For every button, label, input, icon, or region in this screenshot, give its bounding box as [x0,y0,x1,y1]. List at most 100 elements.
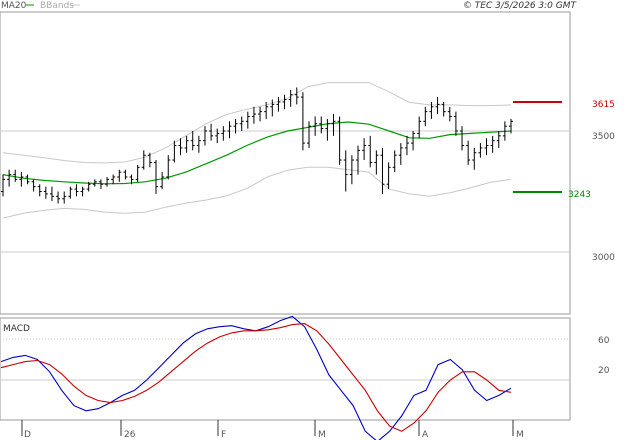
bband-lower-line [2,166,512,219]
price-bars-layer [1,87,513,204]
ohlc-bar [111,174,116,185]
ohlc-bar [276,97,281,112]
ohlc-bar [239,116,244,131]
ohlc-bar [166,155,171,180]
ohlc-bar [288,89,293,107]
bband-upper-line [2,82,512,164]
ohlc-bar [184,135,189,153]
ohlc-bar [49,186,54,202]
ohlc-bar [478,143,483,158]
ohlc-bar [202,126,207,146]
ohlc-bar [154,160,159,194]
x-tick-label: F [221,430,226,440]
x-tick-label: M [318,430,326,440]
ohlc-bar [92,179,97,187]
ohlc-bar [141,150,146,170]
support-label: 3243 [568,190,591,200]
ohlc-bar [417,116,422,139]
ohlc-bar [404,135,409,156]
ohlc-bar [221,126,226,141]
x-axis: D 26 F M A M [21,420,524,440]
x-tick-label: A [422,430,429,440]
ohlc-bar [56,191,61,204]
ohlc-bar [411,131,416,151]
ohlc-bar [37,184,42,197]
ohlc-bar [331,114,336,136]
ohlc-bar [215,128,220,144]
ohlc-bar [135,164,140,182]
ohlc-bar [466,140,471,165]
ohlc-bar [496,131,501,148]
ohlc-bar [258,106,263,122]
ohlc-bar [386,162,391,190]
ohlc-bar [7,169,12,187]
ohlc-bar [423,106,428,127]
ohlc-bar [398,143,403,165]
macd-tick-20: 20 [598,366,610,376]
ohlc-bar [349,155,354,185]
ohlc-bar [68,186,73,199]
ohlc-bar [31,179,36,192]
ohlc-bar [160,172,165,190]
ma20-line [2,121,512,185]
bbands-layer [2,82,512,219]
ohlc-bar [319,116,324,134]
ohlc-bar [25,174,30,185]
ohlc-bar [86,181,91,192]
ohlc-bar [251,106,256,124]
macd-title: MACD [3,324,30,334]
ohlc-bar [62,191,67,204]
copyright-text: © TEC 3/5/2026 3:0 GMT [463,1,578,11]
ohlc-bar [441,101,446,117]
signal-line [0,323,512,432]
ohlc-bar [337,116,342,165]
ohlc-bar [509,118,513,134]
x-tick-label: D [24,430,31,440]
ohlc-bar [368,135,373,168]
ohlc-bar [196,135,201,153]
ohlc-bar [294,87,299,105]
ohlc-bar [380,147,385,194]
ohlc-bar [429,101,434,119]
bbands-legend-label: BBands [40,1,74,11]
ohlc-bar [190,131,195,151]
y-tick-3500: 3500 [592,132,615,142]
ohlc-bar [270,99,275,117]
ohlc-bar [392,150,397,173]
ohlc-bar [178,138,183,156]
resistance-label: 3615 [592,100,615,110]
x-tick-label: 26 [124,430,136,440]
ohlc-bar [435,97,440,115]
ohlc-bar [233,118,238,134]
ohlc-bar [300,92,305,151]
ohlc-bar [362,138,367,161]
ohlc-bar [227,121,232,139]
ohlc-bar [484,138,489,156]
ma20-legend-label: MA20 [1,1,27,11]
ohlc-bar [472,147,477,170]
ohlc-bar [453,111,458,136]
ohlc-bar [13,169,18,182]
ohlc-bar [117,169,122,182]
ohlc-bar [80,186,85,197]
ohlc-bar [282,94,287,110]
ohlc-bar [74,184,79,197]
y-tick-3000: 3000 [592,253,615,263]
ohlc-bar [209,123,214,141]
ohlc-bar [355,145,360,175]
ohlc-bar [313,116,318,136]
ohlc-bar [460,126,465,151]
ohlc-bar [1,174,5,197]
ohlc-bar [245,111,250,129]
ohlc-bar [123,169,128,180]
ohlc-bar [19,172,24,187]
ohlc-bar [490,135,495,153]
ohlc-bar [264,101,269,119]
ohlc-bar [172,140,177,163]
ohlc-bar [325,118,330,141]
ohlc-bar [105,176,110,187]
ohlc-bar [43,186,48,199]
x-tick-label: M [516,430,524,440]
ohlc-bar [502,121,507,141]
